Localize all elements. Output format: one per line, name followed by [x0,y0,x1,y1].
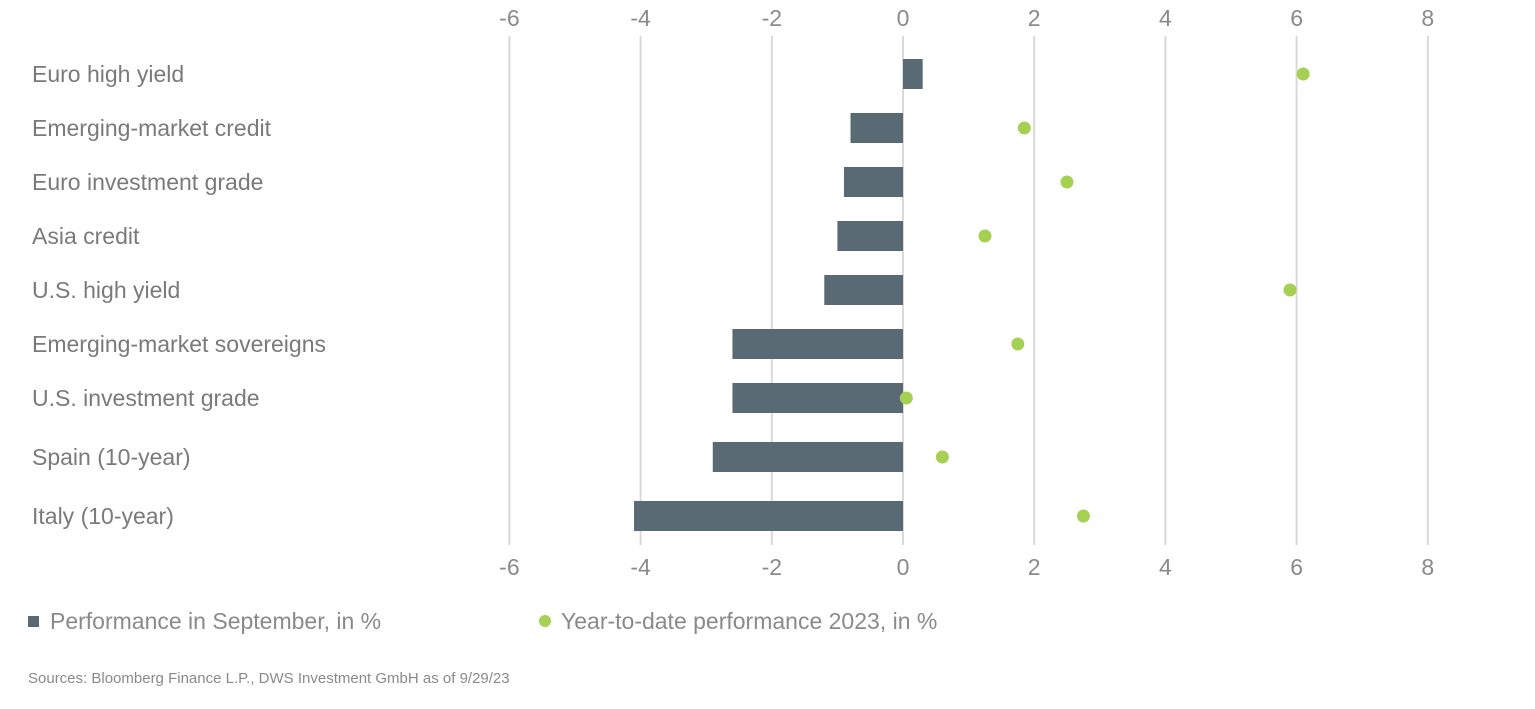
data-point [1283,283,1297,297]
data-point [899,391,913,405]
legend: Performance in September, in % Year-to-d… [28,604,1508,638]
bar [712,442,903,472]
x-tick-label-bottom: 0 [897,554,910,580]
data-point [1017,121,1031,135]
data-point [1296,67,1310,81]
source-note: Sources: Bloomberg Finance L.P., DWS Inv… [28,670,510,687]
category-label: Asia credit [32,223,140,249]
x-tick-label-top: 8 [1421,5,1434,31]
x-tick-label-top: -2 [762,5,782,31]
category-label: U.S. high yield [32,277,180,303]
legend-dot-swatch [539,615,551,627]
bar [824,275,903,305]
x-tick-label-top: 2 [1028,5,1041,31]
category-label: Euro investment grade [32,169,263,195]
legend-item-ytd: Year-to-date performance 2023, in % [539,604,937,638]
category-label: Euro high yield [32,61,184,87]
x-tick-label-bottom: -2 [762,554,782,580]
data-point [935,450,949,464]
category-label: Italy (10-year) [32,503,174,529]
category-label: Emerging-market credit [32,115,272,141]
x-tick-label-bottom: -6 [499,554,519,580]
x-tick-label-bottom: 4 [1159,554,1172,580]
dot-series [899,67,1310,523]
bar [850,113,903,143]
x-tick-label-top: 6 [1290,5,1303,31]
bar-series [634,59,923,531]
x-tick-label-top: 4 [1159,5,1172,31]
bar [837,221,903,251]
category-label: Emerging-market sovereigns [32,331,326,357]
x-tick-label-bottom: 8 [1421,554,1434,580]
x-axis-top: -6 -4 -2 0 2 4 6 8 [499,5,1434,31]
legend-bar-swatch [28,615,39,627]
x-axis-bottom: -6 -4 -2 0 2 4 6 8 [499,554,1434,580]
category-label: Spain (10-year) [32,444,191,470]
legend-label-ytd: Year-to-date performance 2023, in % [561,607,938,634]
category-labels: Euro high yield Emerging-market credit Eur… [32,61,326,529]
legend-item-september: Performance in September, in % [28,604,381,638]
bar [732,329,903,359]
x-tick-label-top: -6 [499,5,519,31]
category-label: U.S. investment grade [32,385,260,411]
x-tick-label-top: -4 [630,5,651,31]
x-tick-label-bottom: 6 [1290,554,1303,580]
data-point [1060,175,1074,189]
x-tick-label-bottom: -4 [630,554,651,580]
bar [732,383,903,413]
data-point [1076,509,1090,523]
legend-label-september: Performance in September, in % [50,607,382,634]
data-point [978,229,992,243]
data-point [1011,337,1025,351]
x-tick-label-bottom: 2 [1028,554,1041,580]
bar [903,59,923,89]
bar [843,167,903,197]
x-tick-label-top: 0 [897,5,910,31]
bar [634,501,903,531]
